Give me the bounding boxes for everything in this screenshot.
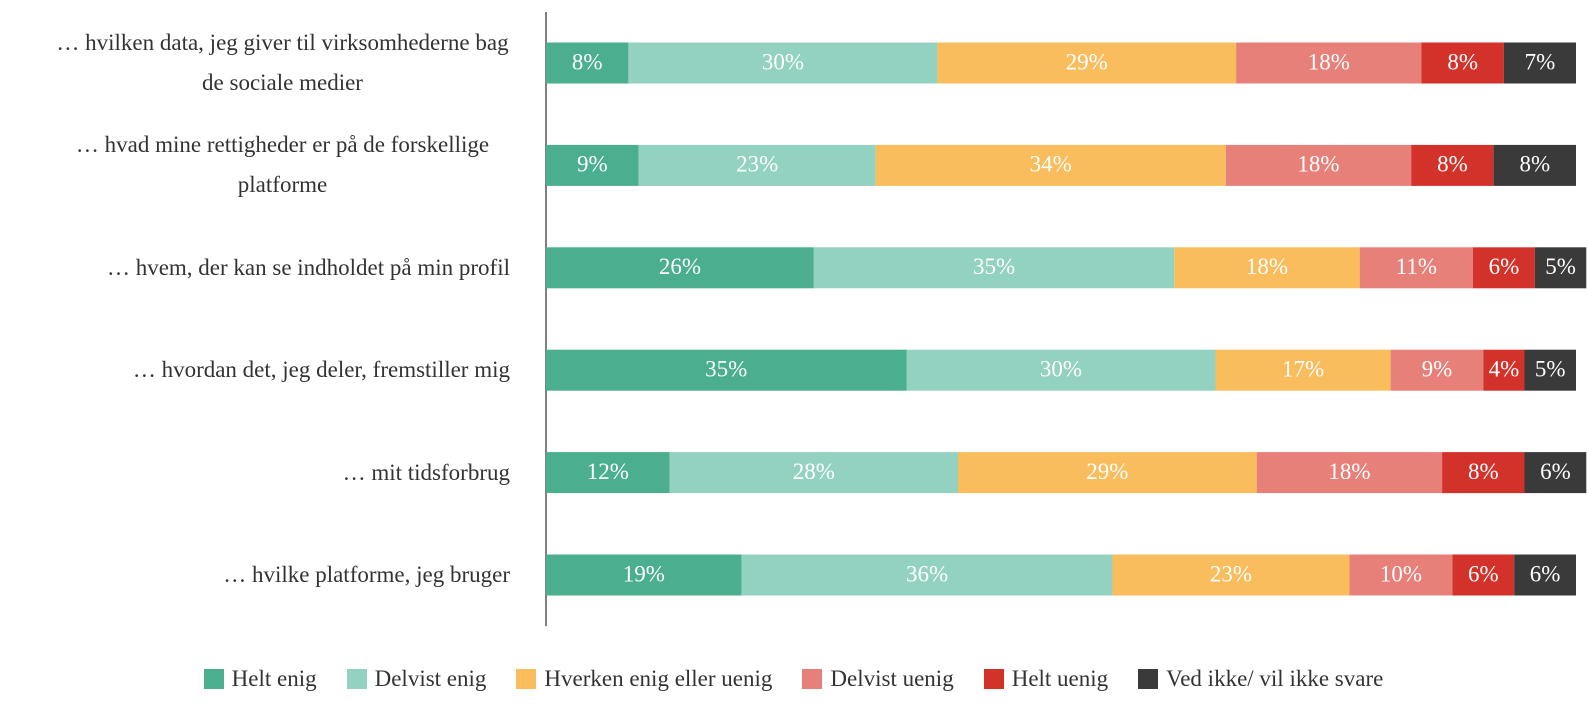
bar-segment — [1421, 42, 1504, 84]
legend-swatch — [802, 669, 823, 689]
bar-segment — [1524, 349, 1576, 391]
legend-item: Delvist uenig — [802, 666, 954, 692]
value-label: 8% — [1437, 152, 1468, 177]
bar-segment — [1411, 144, 1494, 186]
category-label: … hvad mine rettigheder er på de forskel… — [75, 132, 490, 198]
bar-segment — [1349, 554, 1453, 596]
bar-segment — [669, 452, 958, 494]
bar-segment — [1236, 42, 1422, 84]
bar-segment — [1493, 144, 1576, 186]
value-label: 34% — [1030, 152, 1072, 177]
bar-segment — [546, 554, 742, 596]
bar-segment — [906, 349, 1216, 391]
legend: Helt enig Delvist enig Hverken enig eller … — [0, 666, 1587, 692]
value-label: 6% — [1468, 561, 1499, 586]
bar-segment — [1112, 554, 1350, 596]
bar-segment — [546, 349, 907, 391]
value-label: 23% — [1210, 561, 1252, 586]
bar-segment — [546, 42, 629, 84]
bar-segment — [1442, 452, 1525, 494]
value-label: 8% — [1519, 152, 1550, 177]
value-label: 18% — [1246, 254, 1288, 279]
value-label: 8% — [1447, 49, 1478, 74]
value-label: 10% — [1380, 561, 1422, 586]
legend-item: Delvist enig — [346, 666, 487, 692]
value-label: 30% — [1040, 356, 1082, 381]
value-label: 8% — [572, 49, 603, 74]
legend-item: Helt uenig — [983, 666, 1109, 692]
value-label: 6% — [1530, 561, 1561, 586]
bar-segment — [546, 247, 814, 289]
legend-item: Ved ikke/ vil ikke svare — [1138, 666, 1383, 692]
value-label: 19% — [623, 561, 665, 586]
bar-segment — [741, 554, 1113, 596]
value-label: 6% — [1489, 254, 1520, 279]
bar-segment — [1174, 247, 1360, 289]
legend-swatch — [1138, 669, 1159, 689]
bar-segment — [628, 42, 938, 84]
category-label: … mit tidsforbrug — [342, 459, 510, 485]
legend-swatch — [516, 669, 537, 689]
bar-segment — [1473, 247, 1535, 289]
bar-segment — [1452, 554, 1515, 596]
value-label: 29% — [1066, 49, 1108, 74]
legend-label: Ved ikke/ vil ikke svare — [1166, 666, 1384, 691]
value-label: 30% — [762, 49, 804, 74]
value-label: 26% — [659, 254, 701, 279]
value-label: 18% — [1328, 459, 1370, 484]
value-label: 17% — [1282, 356, 1324, 381]
value-label: 6% — [1540, 459, 1571, 484]
legend-swatch — [983, 669, 1004, 689]
legend-label: Delvist enig — [374, 666, 487, 691]
legend-label: Delvist uenig — [830, 666, 954, 691]
value-label: 36% — [906, 561, 948, 586]
value-label: 11% — [1396, 254, 1437, 279]
bar-segment — [1483, 349, 1525, 391]
legend-label: Helt uenig — [1011, 666, 1109, 691]
bar-segment — [1390, 349, 1484, 391]
bar-segment — [546, 144, 639, 186]
bar-segment — [1215, 349, 1391, 391]
bar-segment — [1514, 554, 1576, 596]
value-label: 7% — [1525, 49, 1556, 74]
legend-item: Hverken enig eller uenig — [516, 666, 772, 692]
bar-segment — [638, 144, 876, 186]
value-label: 4% — [1489, 356, 1520, 381]
chart: 8% 30% 29% 18% 8% 7% 9% 23% 34% 18% 8% 8% 26% 35% 18% 1… — [545, 12, 1587, 626]
value-label: 29% — [1086, 459, 1128, 484]
legend-label: Helt enig — [231, 666, 317, 691]
bar-segment — [813, 247, 1175, 289]
value-label: 12% — [587, 459, 629, 484]
category-label: … hvilke platforme, jeg bruger — [223, 562, 510, 587]
bar-segment — [546, 452, 670, 494]
value-label: 8% — [1468, 459, 1499, 484]
bar-segment — [1503, 42, 1576, 84]
value-label: 35% — [705, 356, 747, 381]
value-label: 18% — [1297, 152, 1339, 177]
legend-item: Helt enig — [203, 666, 317, 692]
value-label: 5% — [1535, 356, 1566, 381]
category-label: … hvordan det, jeg deler, fremstiller mi… — [132, 357, 510, 383]
bar-segment — [875, 144, 1226, 186]
category-label: … hvem, der kan se indholdet på min prof… — [106, 254, 510, 280]
bar-segment — [937, 42, 1237, 84]
category-label: … hvilken data, jeg giver til virksomhed… — [56, 30, 509, 95]
value-label: 23% — [736, 152, 778, 177]
bar-segment — [1534, 247, 1587, 289]
bar-segment — [1359, 247, 1473, 289]
value-label: 35% — [973, 254, 1015, 279]
legend-swatch — [203, 669, 224, 689]
bar-segment — [1225, 144, 1412, 186]
legend-label: Hverken enig eller uenig — [544, 666, 773, 691]
legend-swatch — [346, 669, 367, 689]
bar-segment — [1524, 452, 1587, 494]
value-label: 18% — [1308, 49, 1350, 74]
bar-segment — [958, 452, 1257, 494]
value-label: 9% — [577, 152, 608, 177]
value-label: 9% — [1422, 356, 1453, 381]
value-label: 5% — [1545, 254, 1576, 279]
value-label: 28% — [793, 459, 835, 484]
bar-segment — [1256, 452, 1443, 494]
